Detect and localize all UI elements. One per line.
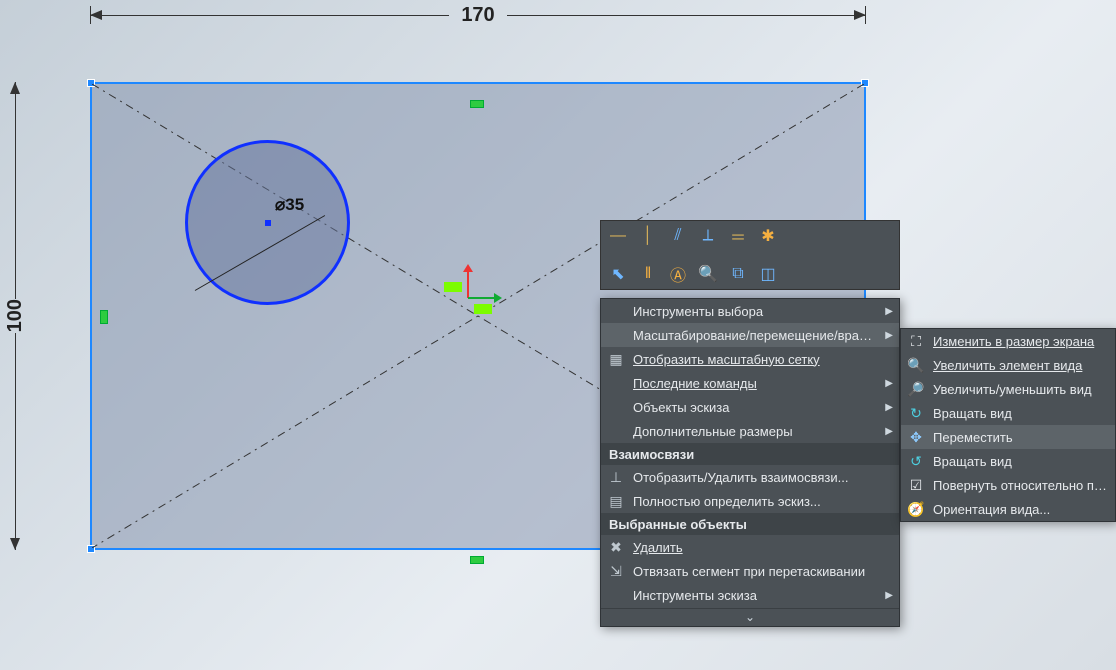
chevron-right-icon: ▶ (885, 306, 893, 317)
submenu-item-fit-screen[interactable]: ⛶Изменить в размер экрана (901, 329, 1115, 353)
handle-bottom-left[interactable] (87, 545, 95, 553)
orientation-icon: 🧭 (907, 500, 925, 518)
circle-center (265, 220, 271, 226)
context-menu: Инструменты выбора▶ Масштабирование/пере… (600, 298, 900, 627)
rotate-icon: ↻ (907, 404, 925, 422)
menu-expand-icon[interactable]: ⌄ (601, 610, 899, 626)
chevron-right-icon: ▶ (885, 590, 893, 601)
dimension-height[interactable]: 100 (0, 82, 30, 550)
menu-item-sketch-entities[interactable]: Объекты эскиза▶ (601, 395, 899, 419)
rotate-icon: ↺ (907, 452, 925, 470)
constraint-vertical-icon[interactable] (100, 310, 108, 324)
dimension-height-value: 100 (4, 299, 27, 332)
handle-top-left[interactable] (87, 79, 95, 87)
menu-header-relations: Взаимосвязи (601, 443, 899, 465)
constraint-horizontal-icon[interactable] (470, 100, 484, 108)
fit-screen-icon: ⛶ (907, 332, 925, 350)
box-tool-icon[interactable]: ◫ (757, 263, 779, 285)
horizontal-relation-icon[interactable]: ― (607, 225, 629, 247)
grid-icon: ▦ (607, 350, 625, 368)
mirror-tool-icon[interactable]: ⧉ (727, 263, 749, 285)
origin-marker-icon (474, 304, 492, 314)
define-icon: ▤ (607, 492, 625, 510)
menu-item-recent-commands[interactable]: Последние команды▶ (601, 371, 899, 395)
dimension-width[interactable]: 170 (90, 0, 866, 30)
menu-item-selection-tools[interactable]: Инструменты выбора▶ (601, 299, 899, 323)
chevron-right-icon: ▶ (885, 330, 893, 341)
relation-icon: ⊥ (607, 468, 625, 486)
submenu-item-zoom-area[interactable]: 🔍Увеличить элемент вида (901, 353, 1115, 377)
select-tool-icon[interactable]: ⬉ (607, 263, 629, 285)
perpendicular-relation-icon[interactable]: ⟂ (697, 225, 719, 247)
menu-item-delete[interactable]: ✖Удалить (601, 535, 899, 559)
zoom-inout-icon: 🔎 (907, 380, 925, 398)
detach-icon: ⇲ (607, 562, 625, 580)
chevron-right-icon: ▶ (885, 402, 893, 413)
submenu-item-rotate-view-2[interactable]: ↺Вращать вид (901, 449, 1115, 473)
menu-header-selected: Выбранные объекты (601, 513, 899, 535)
trim-tool-icon[interactable]: ‖ (637, 263, 659, 285)
submenu-item-zoom-inout[interactable]: 🔎Увеличить/уменьшить вид (901, 377, 1115, 401)
menu-item-zoom-pan-rotate[interactable]: Масштабирование/перемещение/вращение▶ (601, 323, 899, 347)
parallel-relation-icon[interactable]: ⫽ (667, 225, 689, 247)
menu-item-sketch-tools[interactable]: Инструменты эскиза▶ (601, 583, 899, 607)
submenu-item-pan[interactable]: ✥Переместить (901, 425, 1115, 449)
menu-item-more-dimensions[interactable]: Дополнительные размеры▶ (601, 419, 899, 443)
dimension-diameter[interactable]: ⌀35 (275, 195, 304, 215)
context-toolbar: ― │ ⫽ ⟂ ＝ ✱ ⬉ ‖ Ⓐ 🔍 ⧉ ◫ (600, 220, 900, 290)
dimension-width-value: 170 (461, 4, 494, 27)
fix-relation-icon[interactable]: ✱ (757, 225, 779, 247)
origin-marker-icon (444, 282, 462, 292)
handle-top-right[interactable] (861, 79, 869, 87)
submenu-item-view-orientation[interactable]: 🧭Ориентация вида... (901, 497, 1115, 521)
submenu-item-roll-view[interactable]: ☑Повернуть относительно поля (901, 473, 1115, 497)
submenu-item-rotate-view[interactable]: ↻Вращать вид (901, 401, 1115, 425)
chevron-right-icon: ▶ (885, 426, 893, 437)
convert-tool-icon[interactable]: Ⓐ (667, 263, 689, 285)
menu-item-fully-define-sketch[interactable]: ▤Полностью определить эскиз... (601, 489, 899, 513)
menu-item-detach-segment[interactable]: ⇲Отвязать сегмент при перетаскивании (601, 559, 899, 583)
chevron-right-icon: ▶ (885, 378, 893, 389)
magnifier-icon: 🔍 (907, 356, 925, 374)
submenu-zoom-pan-rotate: ⛶Изменить в размер экрана 🔍Увеличить эле… (900, 328, 1116, 522)
checkbox-icon: ☑ (907, 476, 925, 494)
equal-relation-icon[interactable]: ＝ (727, 225, 749, 247)
delete-icon: ✖ (607, 538, 625, 556)
pan-icon: ✥ (907, 428, 925, 446)
menu-item-display-delete-relations[interactable]: ⊥Отобразить/Удалить взаимосвязи... (601, 465, 899, 489)
constraint-horizontal-icon[interactable] (470, 556, 484, 564)
menu-item-show-grid[interactable]: ▦Отобразить масштабную сетку (601, 347, 899, 371)
zoom-tool-icon[interactable]: 🔍 (697, 263, 719, 285)
vertical-relation-icon[interactable]: │ (637, 225, 659, 247)
